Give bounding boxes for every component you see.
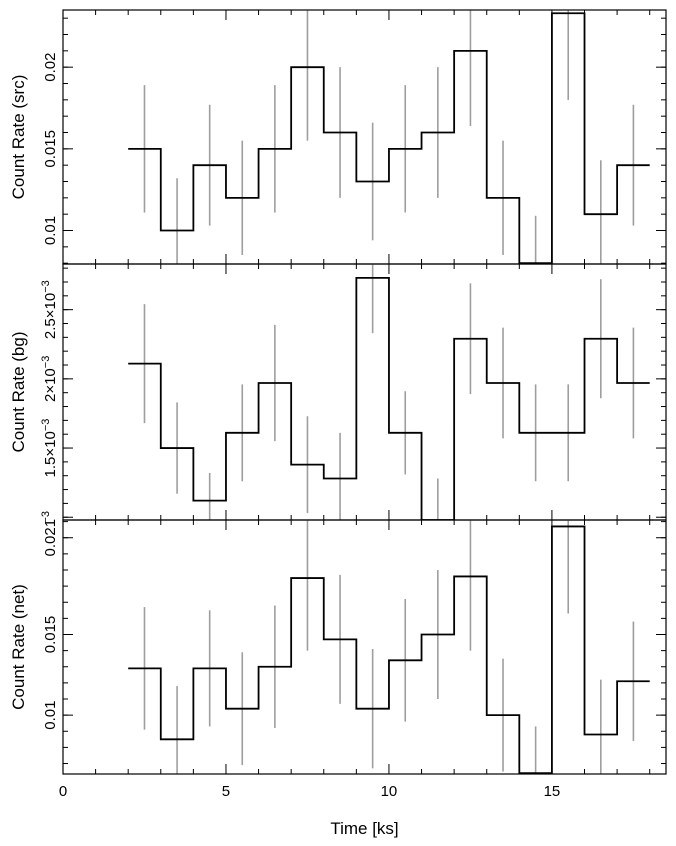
y-tick-label: 0.015: [42, 130, 59, 168]
y-tick-label: 1.5×10−3: [40, 419, 59, 478]
x-axis-label: Time [ks]: [330, 819, 398, 838]
y-tick-label: 2×10−3: [40, 356, 59, 402]
y-tick-label: −3: [40, 511, 52, 524]
x-tick-label: 0: [59, 783, 67, 800]
y-axis-label: Count Rate (src): [9, 75, 28, 200]
plot-area: [128, 10, 650, 264]
panel-frame: [62, 519, 667, 775]
y-tick-label: 0.021: [42, 519, 59, 557]
x-tick-label: 10: [381, 783, 398, 800]
step-line: [128, 276, 650, 520]
step-line: [128, 12, 650, 264]
y-axis-label: Count Rate (net): [9, 584, 28, 710]
y-tick-label: 0.01: [42, 701, 59, 730]
x-tick-label: 15: [544, 783, 561, 800]
plot-area: [128, 264, 650, 520]
y-tick-label: 2.5×10−3: [40, 280, 59, 339]
panel-frame: [62, 9, 667, 265]
y-axis-label: Count Rate (bg): [9, 332, 28, 453]
panel-1: 0.01 0.015 0.02 Count Rate (src): [9, 9, 667, 265]
y-tick-label: 0.01: [42, 216, 59, 245]
panel-2: −3 1.5×10−3 2×10−3 2.5×10−3 Count Rate (bg): [9, 263, 667, 524]
panel-frame: [62, 263, 667, 521]
panel-3: 0.01 0.015 0.021 Count Rate (net) 0 5 10 15 Time…: [9, 519, 667, 838]
step-line: [128, 525, 650, 774]
x-tick-label: 5: [222, 783, 230, 800]
plot-area: [128, 520, 650, 774]
y-tick-label: 0.02: [42, 53, 59, 82]
y-tick-label: 0.015: [42, 616, 59, 654]
